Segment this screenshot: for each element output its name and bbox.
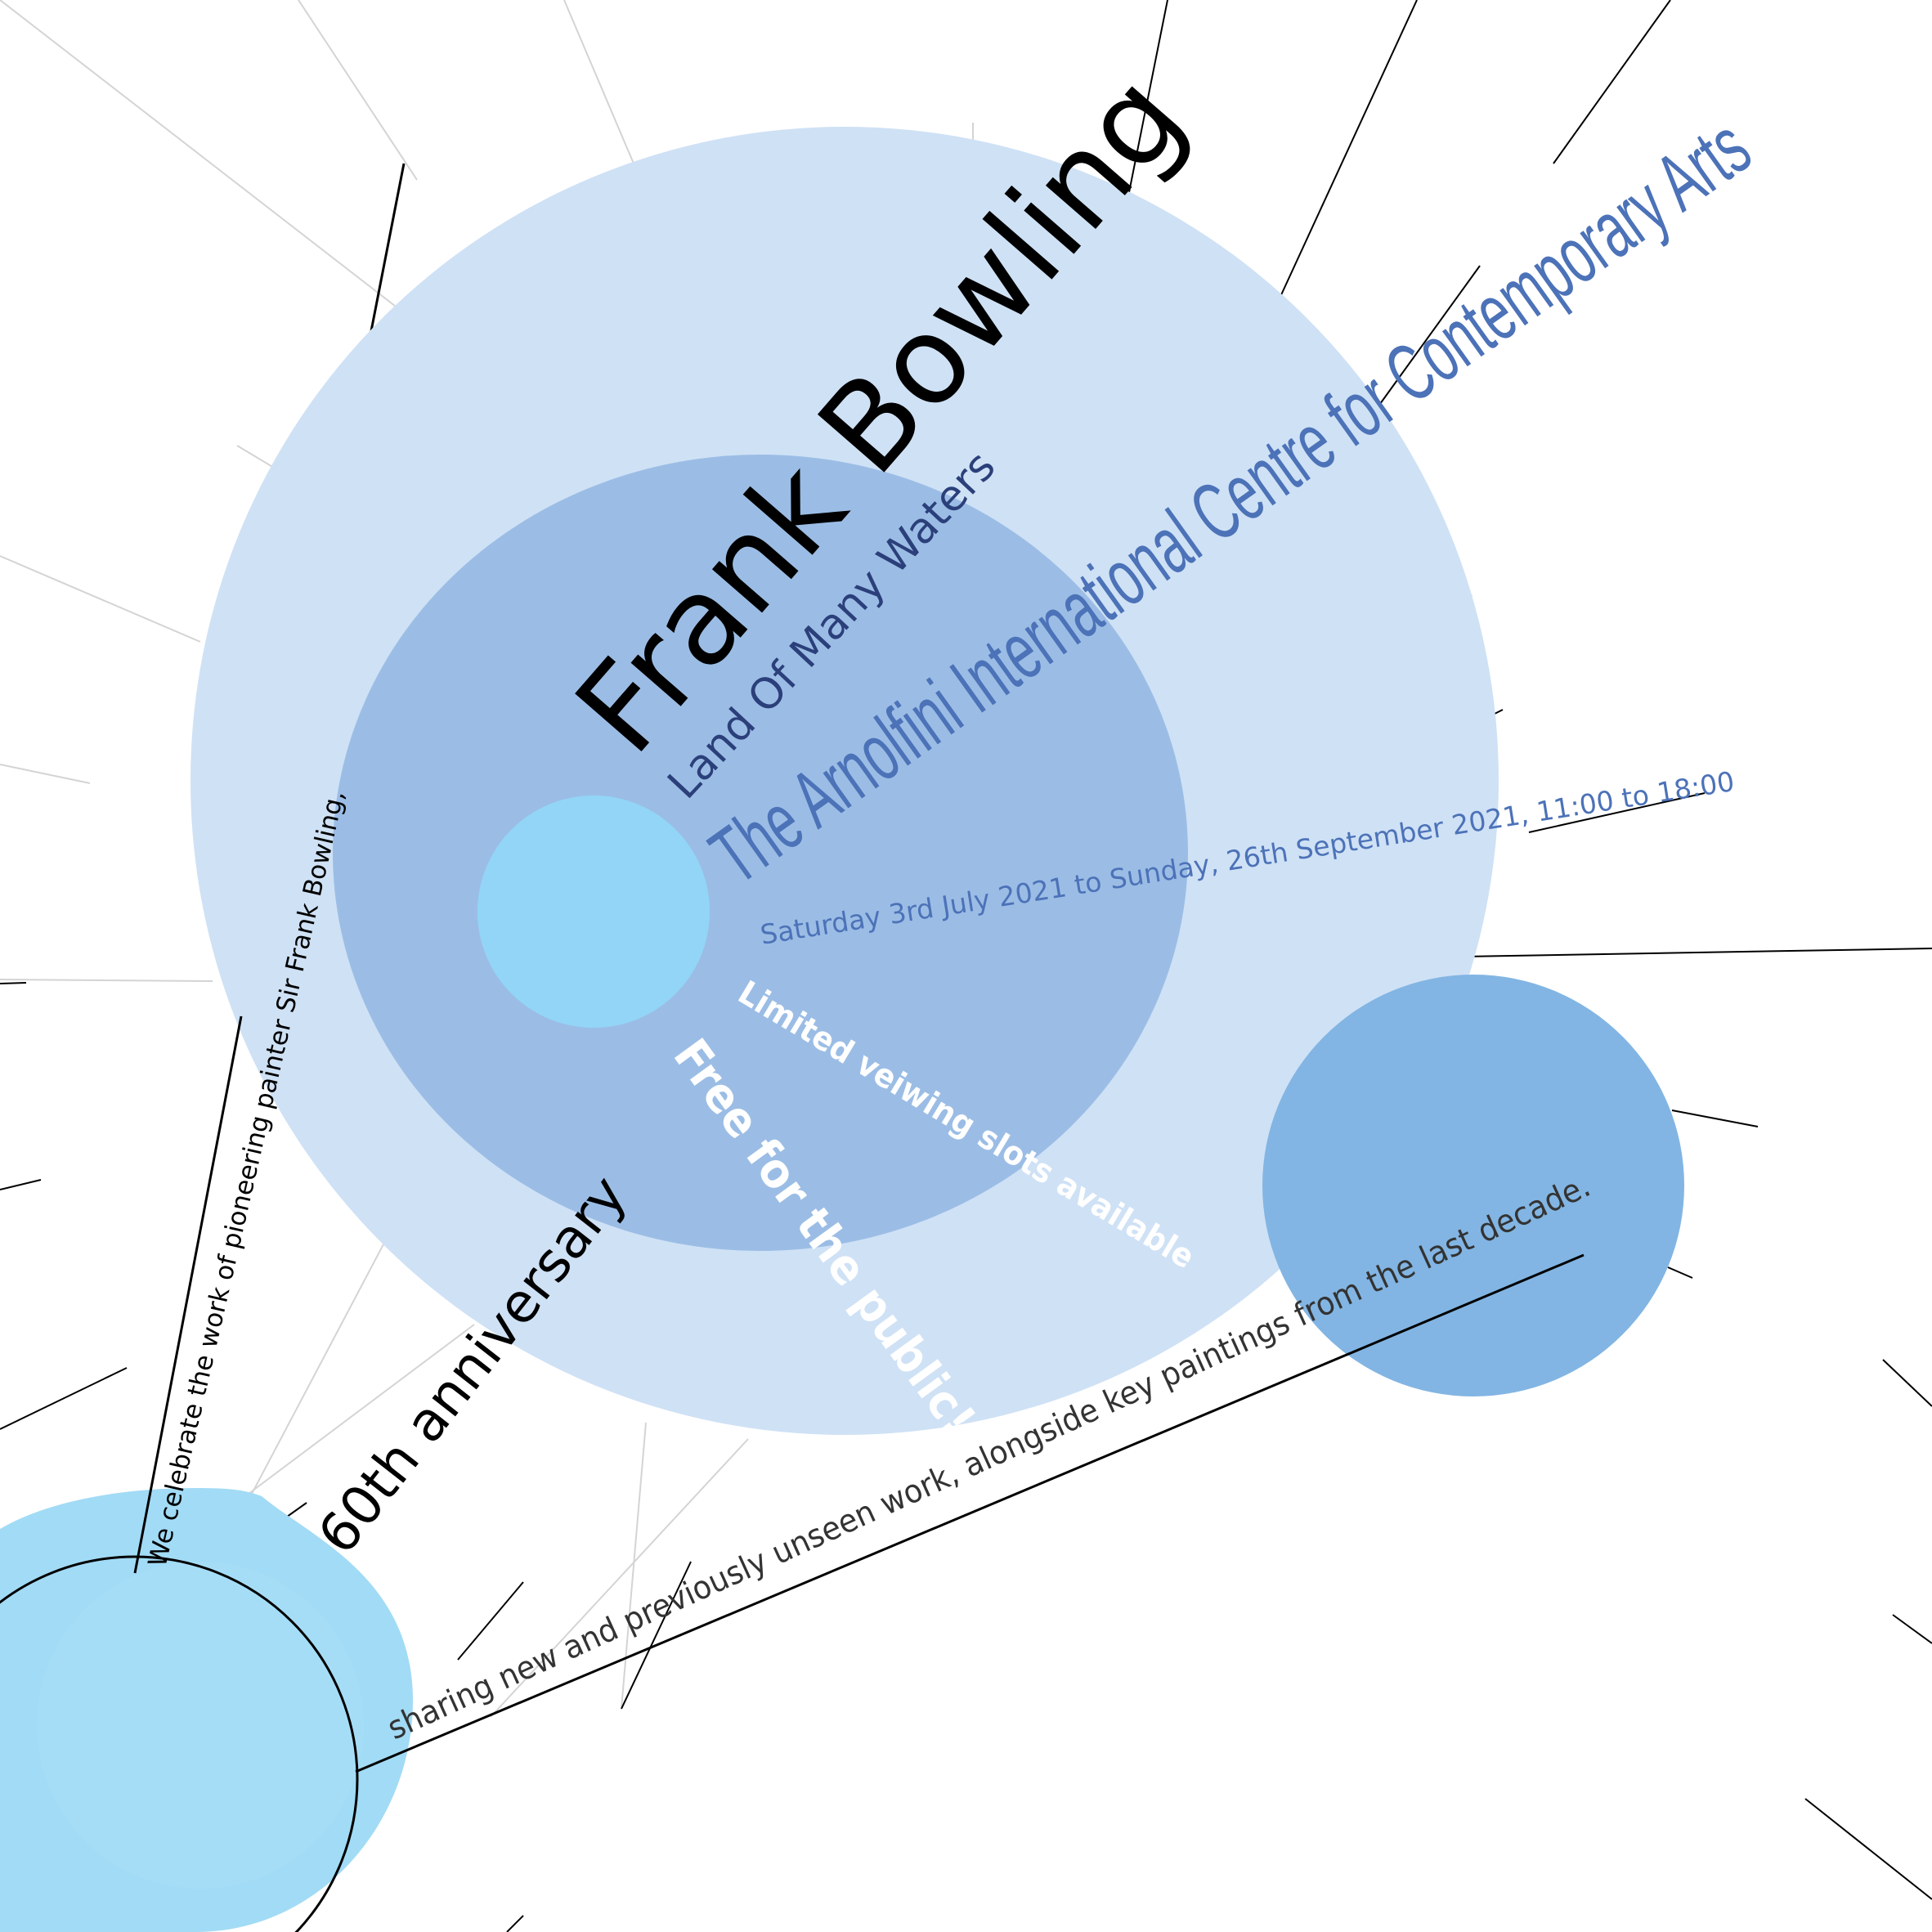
ray-line [1882,1359,1932,1407]
connector-line-lower [355,1253,1585,1773]
ray-line [0,982,27,984]
small-cyan-circle [477,796,710,1028]
ray-line [368,163,406,340]
ray-line [0,555,201,643]
ray-line [298,0,418,181]
bottom-left-inner-tint [37,1562,364,1889]
ray-line [0,1179,42,1190]
ray-line [0,979,213,982]
ray-line [621,1422,647,1710]
ray-line [1463,948,1932,957]
ray-line [1671,1109,1759,1127]
ray-line [1667,1266,1693,1279]
ray-line [1553,0,1671,164]
ray-line [1528,792,1706,833]
connector-line-upper [133,1015,243,1574]
ray-line [0,764,91,784]
ray-line [1279,0,1418,299]
middle-circle [333,455,1188,1251]
ray-line [244,1324,475,1497]
ray-line [490,1438,749,1718]
ray-line [621,1561,692,1710]
ray-line [563,0,634,164]
ray-line [1373,265,1481,414]
ray-line [0,0,418,324]
ray-line [457,1581,524,1661]
ray-line [0,1367,128,1430]
right-circle [1262,975,1684,1396]
outline-circle [0,1555,359,1932]
ray-line [506,1915,524,1932]
ray-line [1892,1614,1932,1644]
ray-line [1127,0,1168,197]
ray-line [1804,1798,1932,1900]
